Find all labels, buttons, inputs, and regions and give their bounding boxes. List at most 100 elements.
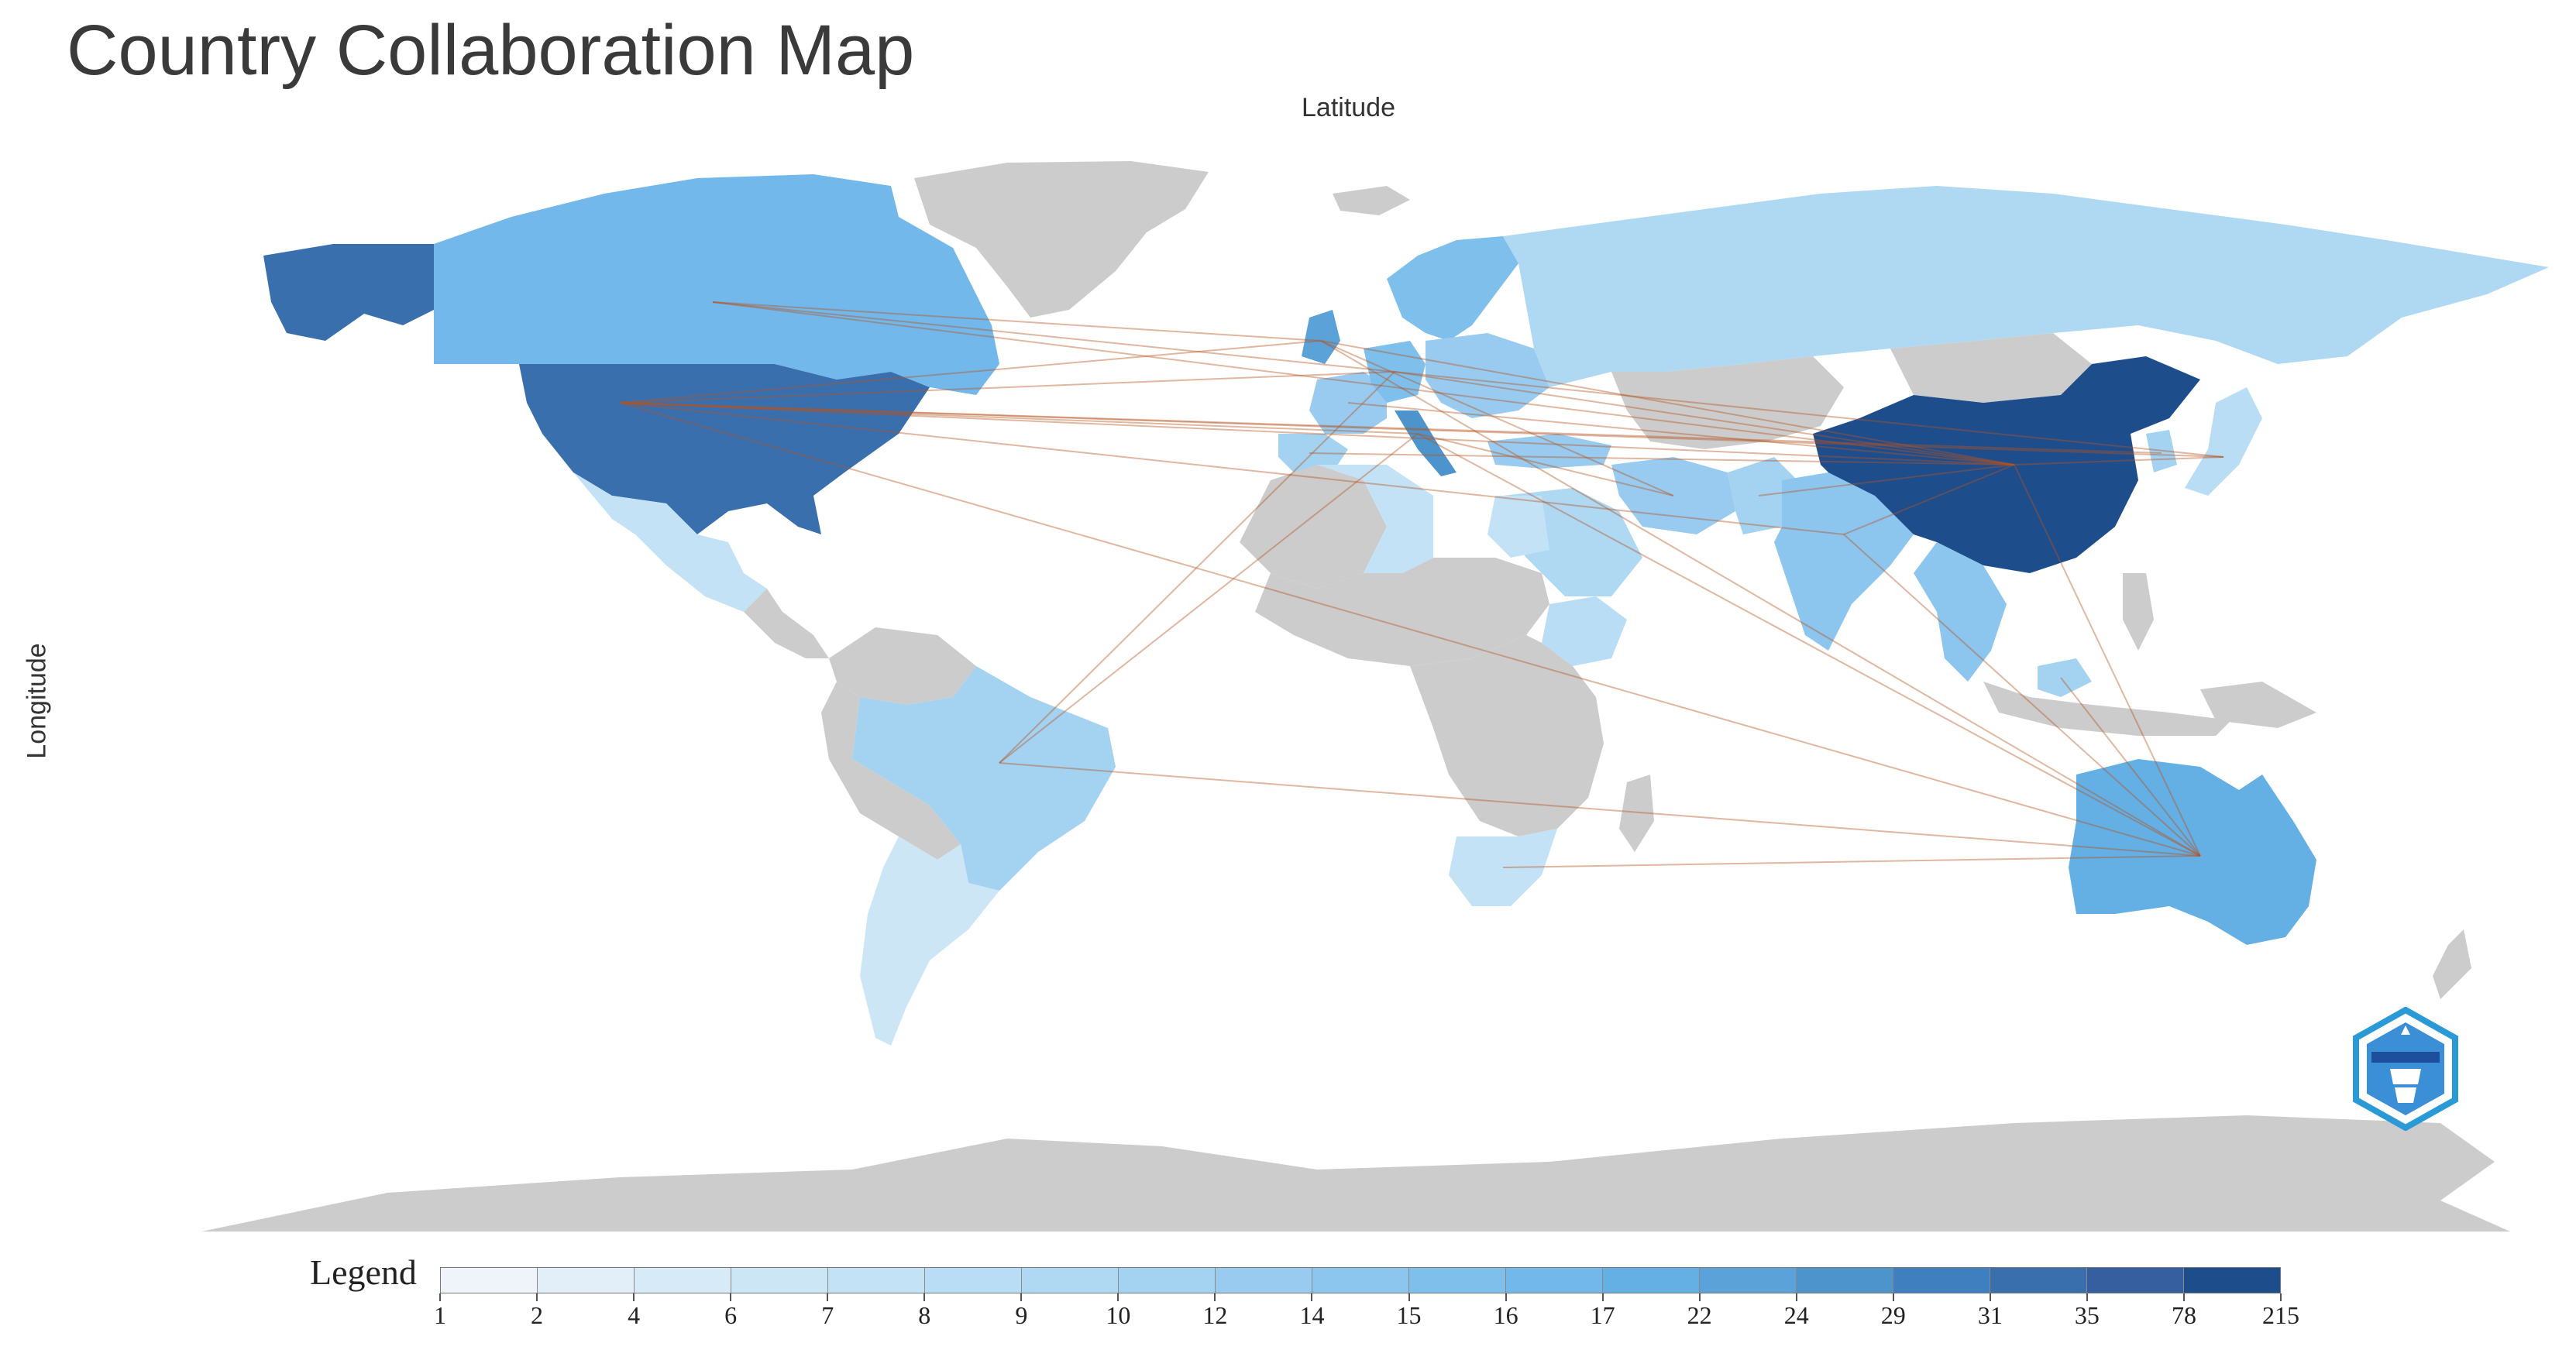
legend-tick-label: 16	[1493, 1301, 1518, 1329]
legend-swatch	[1409, 1268, 1506, 1293]
collab-link-usa-united-kingdom	[619, 340, 1322, 404]
legend-swatch	[828, 1268, 925, 1293]
legend-tick-mark	[1989, 1293, 1991, 1301]
collab-link-usa-korea	[619, 402, 2162, 454]
legend-tick-label: 14	[1299, 1301, 1325, 1329]
legend-swatch	[1700, 1268, 1797, 1293]
country-south-africa	[1449, 829, 1557, 906]
collab-link-australia-united-kingdom	[1320, 340, 2201, 857]
collab-link-canada-china	[712, 301, 2015, 465]
legend-tick-mark	[1698, 1293, 1701, 1301]
legend-tick-mark	[2182, 1293, 2185, 1301]
legend-tick-mark	[633, 1293, 635, 1301]
collab-link-china-united-kingdom	[1320, 340, 2015, 465]
legend-tick-mark	[2086, 1293, 2088, 1301]
legend-swatch	[1893, 1268, 1990, 1293]
country-usa	[519, 364, 930, 534]
collab-link-china-australia	[2014, 464, 2201, 857]
country-canada	[434, 174, 999, 395]
collab-link-canada-united-kingdom	[712, 301, 1322, 342]
collab-link-spain-china	[1309, 452, 2015, 465]
legend-tick-mark	[1117, 1293, 1119, 1301]
legend-tick-label: 1	[434, 1301, 446, 1329]
country-new-zealand	[2433, 929, 2471, 999]
country-italy	[1395, 410, 1457, 476]
legend-tick-label: 215	[2262, 1301, 2299, 1329]
country-germany	[1364, 341, 1426, 403]
countries-layer	[201, 161, 2549, 1231]
legend-tick-label: 15	[1396, 1301, 1422, 1329]
legend-swatch	[538, 1268, 635, 1293]
collab-link-australia-south-africa	[1502, 855, 2201, 868]
country-brazil	[852, 666, 1116, 891]
collab-link-usa-india	[619, 402, 1845, 535]
collab-link-china-pakistan	[1758, 464, 2015, 496]
legend-tick-label: 9	[1015, 1301, 1028, 1329]
legend-tick-mark	[1020, 1293, 1023, 1301]
legend-tick-label: 12	[1202, 1301, 1228, 1329]
legend-swatch	[925, 1268, 1022, 1293]
legend-tick-label: 6	[724, 1301, 738, 1329]
legend-swatch	[441, 1268, 538, 1293]
legend-tick-label: 78	[2171, 1301, 2196, 1329]
legend-tick-mark	[536, 1293, 538, 1301]
collab-link-usa-italy	[619, 402, 1419, 435]
country-north-africa-west	[1240, 465, 1387, 589]
country-eastern-europe	[1426, 333, 1549, 418]
collab-link-china-germany	[1394, 371, 2015, 465]
legend-tick-label: 17	[1590, 1301, 1615, 1329]
collab-link-usa-china	[619, 402, 2015, 465]
legend-tick-mark	[2280, 1293, 2282, 1301]
legend-tick-mark	[1214, 1293, 1216, 1301]
collab-link-brazil-australia	[999, 762, 2201, 857]
country-indonesia	[1983, 682, 2231, 736]
country-sahel	[1255, 558, 1549, 666]
country-egypt	[1487, 496, 1549, 558]
country-france	[1309, 372, 1387, 434]
legend-tick-mark	[730, 1293, 732, 1301]
country-scandinavia	[1387, 236, 1518, 341]
legend-swatch	[2087, 1268, 2184, 1293]
country-japan	[2185, 387, 2262, 496]
collab-link-china-japan	[2014, 456, 2224, 465]
country-central-america	[744, 589, 829, 658]
collab-link-italy-iran	[1417, 433, 1674, 496]
legend-swatch	[1603, 1268, 1700, 1293]
legend-swatch	[731, 1268, 828, 1293]
collab-link-germany-japan	[1394, 371, 2224, 458]
country-philippines	[2123, 573, 2154, 651]
country-mexico	[573, 472, 767, 612]
legend-tick-label: 8	[918, 1301, 931, 1329]
country-korea	[2146, 430, 2177, 472]
legend-tick-label: 29	[1880, 1301, 1906, 1329]
legend-tick-mark	[827, 1293, 829, 1301]
country-united-kingdom	[1302, 310, 1340, 364]
legend-tick-mark	[439, 1293, 441, 1301]
collaboration-links	[619, 301, 2224, 868]
map-title: Country Collaboration Map	[67, 11, 915, 90]
legend-swatch	[635, 1268, 731, 1293]
country-argentina	[860, 836, 999, 1046]
country-turkey	[1487, 434, 1611, 469]
country-greenland	[914, 161, 1209, 318]
legend-tick-label: 10	[1106, 1301, 1131, 1329]
legend-tick-label: 22	[1687, 1301, 1712, 1329]
collab-link-usa-australia	[619, 402, 2201, 857]
legend-tick-mark	[1795, 1293, 1797, 1301]
collab-link-united-kingdom-iran	[1320, 340, 1674, 496]
legend-tick-mark	[1408, 1293, 1410, 1301]
legend-tick-mark	[1892, 1293, 1894, 1301]
country-ethiopia	[1542, 596, 1627, 666]
legend-tick-mark	[923, 1293, 926, 1301]
legend-swatch	[1216, 1268, 1312, 1293]
collab-link-usa-japan	[619, 402, 2224, 458]
country-peru-bolivia	[821, 682, 961, 860]
legend-swatch	[1506, 1268, 1603, 1293]
legend-tick-label: 4	[628, 1301, 641, 1329]
country-iran	[1611, 457, 1735, 534]
country-australia	[2069, 759, 2316, 945]
legend-tick-label: 7	[821, 1301, 834, 1329]
legend-tick-label: 2	[531, 1301, 544, 1329]
country-central-africa	[1410, 635, 1604, 836]
